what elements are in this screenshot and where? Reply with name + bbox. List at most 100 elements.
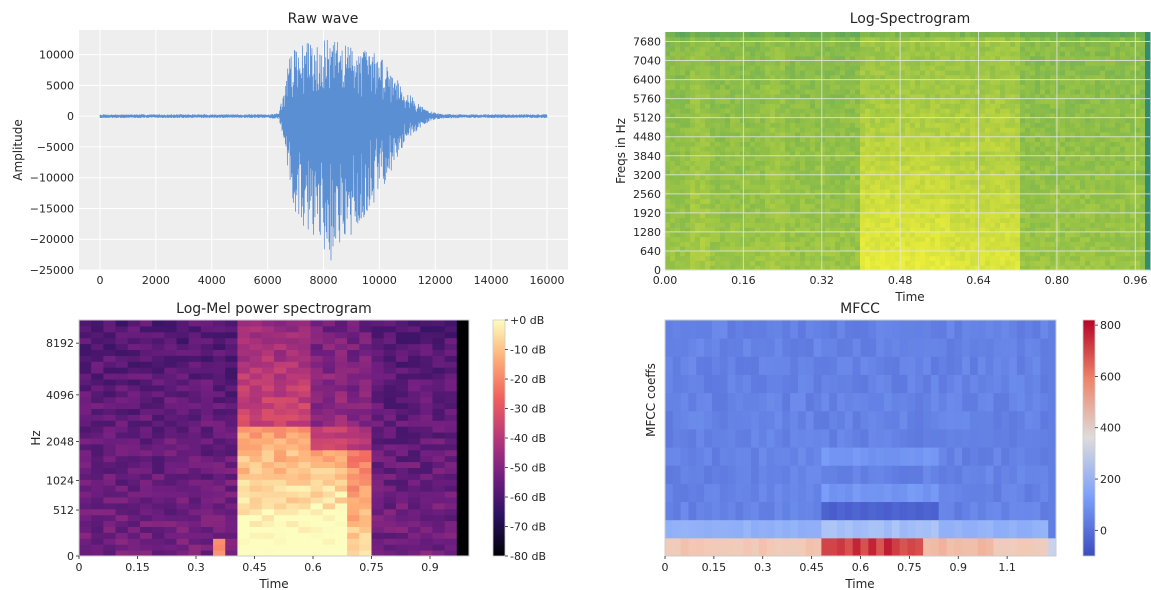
log-spectrogram-y-tick: 5760 [633,93,661,106]
raw-wave-series [99,39,548,261]
log-mel-colorbar-label: -30 dB [510,403,546,416]
raw-wave-x-tick: 10000 [362,274,397,287]
log-spectrogram-x-ticks: 0.00 0.16 0.32 0.48 0.64 0.80 0.96 [653,274,1148,287]
log-spectrogram-y-tick: 1920 [633,207,661,220]
log-mel-x-tick: 0.45 [242,561,267,574]
log-spectrogram-y-tick: 6400 [633,74,661,87]
log-spectrogram-y-tick: 7040 [633,55,661,68]
mfcc-x-tick: 1.1 [998,561,1016,574]
log-mel-title: Log-Mel power spectrogram [176,301,372,317]
mfcc-colorbar-label: 800 [1100,319,1121,332]
log-mel-y-tick: 2048 [46,435,74,448]
log-mel-colorbar-label: -80 dB [510,550,546,563]
log-spectrogram-cells [665,32,1151,271]
log-mel-colorbar-label: -40 dB [510,432,546,445]
raw-wave-y-tick: −10000 [30,172,74,185]
log-spectrogram-y-tick: 3840 [633,150,661,163]
log-mel-x-ticks: 0 0.15 0.3 0.45 0.6 0.75 0.9 [76,556,439,574]
raw-wave-y-ticks: 10000 5000 0 −5000 −10000 −15000 −20000 −25000 [30,49,74,277]
mfcc-x-tick: 0.6 [852,561,870,574]
mfcc-colorbar-ticks: 800 600 400 200 0 [1095,319,1121,537]
raw-wave-y-tick: 10000 [39,49,74,62]
raw-wave-x-tick: 8000 [310,274,338,287]
raw-wave-title: Raw wave [288,11,359,27]
log-mel-colorbar-label: +0 dB [510,314,544,327]
log-mel-colorbar-label: -70 dB [510,521,546,534]
log-spectrogram-y-tick: 3200 [633,169,661,182]
raw-wave-x-tick: 4000 [198,274,226,287]
mfcc-colorbar-label: 600 [1100,370,1121,383]
log-spectrogram-y-ticks: 0 640 1280 1920 2560 3200 3840 4480 5120 5760 6400… [633,36,661,277]
mfcc-cells [665,320,1057,557]
log-spectrogram-y-tick: 7680 [633,36,661,49]
log-spectrogram-grid [664,32,1150,271]
raw-wave-x-tick: 14000 [474,274,509,287]
mfcc-x-ticks: 0 0.15 0.3 0.45 0.6 0.75 0.9 1.1 [662,556,1016,574]
mfcc-x-tick: 0.9 [950,561,968,574]
log-mel-frame [78,319,470,557]
raw-wave-x-tick: 12000 [418,274,453,287]
raw-wave-y-tick: −15000 [30,202,74,215]
mfcc-x-tick: 0.75 [897,561,922,574]
raw-wave-x-tick: 16000 [530,274,565,287]
raw-wave-y-tick: −25000 [30,264,74,277]
raw-wave-y-label: Amplitude [11,119,25,181]
raw-wave-x-tick: 0 [96,274,103,287]
log-spectrogram-x-tick: 0.16 [731,274,756,287]
log-spectrogram-x-tick: 0.00 [653,274,678,287]
log-mel-x-label: Time [258,577,288,590]
log-mel-x-tick: 0.15 [125,561,150,574]
log-mel-y-ticks: 0 512 1024 2048 4096 8192 [46,337,79,563]
log-mel-chart: Log-Mel power spectrogram Time Hz 0 0.15 0… [29,301,546,590]
log-mel-y-tick: 1024 [46,475,74,488]
log-mel-colorbar-label: -50 dB [510,462,546,475]
log-mel-colorbar-label: -60 dB [510,491,546,504]
log-spectrogram-y-tick: 2560 [633,188,661,201]
mfcc-x-tick: 0.45 [799,561,824,574]
log-spectrogram-title: Log-Spectrogram [850,11,971,27]
raw-wave-y-tick: 5000 [46,79,74,92]
mfcc-x-tick: 0.3 [754,561,772,574]
log-mel-x-tick: 0.3 [187,561,205,574]
log-mel-y-tick: 512 [53,504,74,517]
raw-wave-x-ticks: 0 2000 4000 6000 8000 10000 12000 14000 16000 [96,274,564,287]
log-mel-y-tick: 4096 [46,389,74,402]
mfcc-x-tick: 0.15 [702,561,727,574]
mfcc-colorbar-label: 200 [1100,473,1121,486]
log-mel-colorbar-label: -20 dB [510,373,546,386]
log-spectrogram-chart: Log-Spectrogram Time Freqs in Hz 0.00 0.1… [614,11,1151,304]
log-spectrogram-x-tick: 0.96 [1123,274,1148,287]
mfcc-title: MFCC [840,301,880,317]
log-mel-x-tick: 0.6 [304,561,322,574]
log-spectrogram-y-tick: 0 [654,264,661,277]
mfcc-y-label: MFCC coeffs [644,363,658,437]
log-mel-colorbar-ticks: +0 dB -10 dB -20 dB -30 dB -40 dB -50 dB -60 d… [505,314,546,563]
log-spectrogram-y-tick: 4480 [633,131,661,144]
raw-wave-y-tick: 0 [67,110,74,123]
log-mel-y-tick: 8192 [46,337,74,350]
mfcc-x-label: Time [844,577,874,590]
raw-wave-y-tick: −20000 [30,233,74,246]
raw-wave-x-tick: 6000 [254,274,282,287]
raw-wave-y-tick: −5000 [37,141,74,154]
log-mel-colorbar-label: -10 dB [510,344,546,357]
log-spectrogram-y-label: Freqs in Hz [614,118,628,184]
log-spectrogram-x-tick: 0.48 [888,274,913,287]
log-spectrogram-x-label: Time [894,290,924,304]
mfcc-colorbar-label: 0 [1100,524,1107,537]
log-spectrogram-y-tick: 5120 [633,112,661,125]
log-spectrogram-x-tick: 0.32 [810,274,835,287]
mfcc-chart: MFCC Time MFCC coeffs 0 0.15 0.3 0.45 0.6 0.7… [644,301,1121,590]
log-spectrogram-y-tick: 640 [640,245,661,258]
log-mel-y-label: Hz [29,430,43,445]
mfcc-colorbar [1082,319,1096,557]
raw-wave-x-tick: 2000 [142,274,170,287]
log-mel-x-tick: 0.75 [359,561,384,574]
log-mel-cells [79,320,470,557]
log-mel-y-tick: 0 [67,550,74,563]
mfcc-colorbar-label: 400 [1100,422,1121,435]
log-spectrogram-y-tick: 1280 [633,226,661,239]
log-spectrogram-x-tick: 0.64 [966,274,991,287]
log-mel-x-tick: 0.9 [421,561,439,574]
